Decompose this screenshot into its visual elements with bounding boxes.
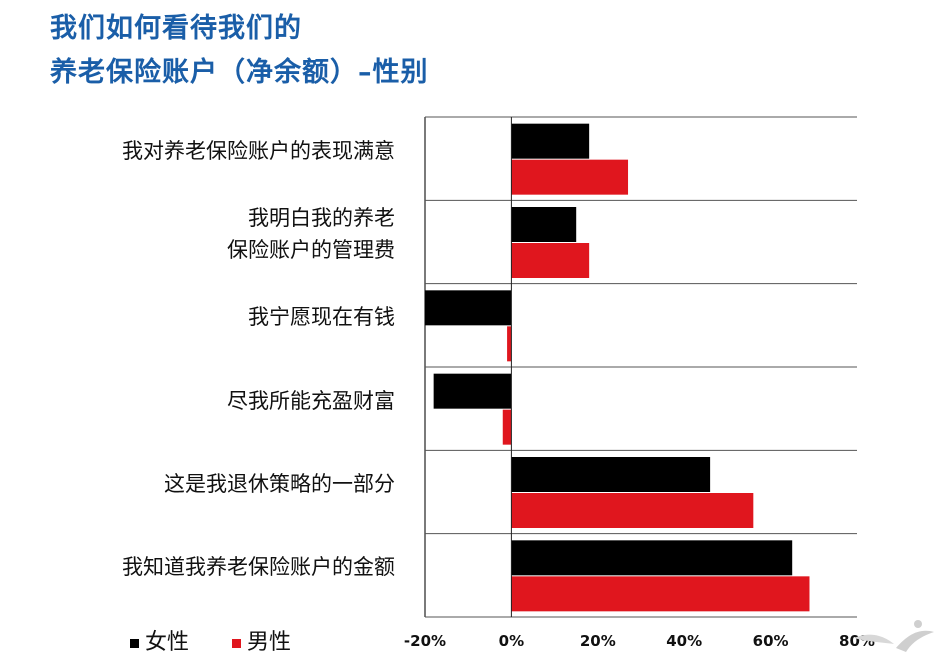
category-label-3: 尽我所能充盈财富 (25, 385, 395, 417)
bar-female-5 (511, 540, 793, 576)
bar-female-1 (511, 207, 577, 242)
bar-female-4 (511, 457, 711, 492)
category-label-line: 我宁愿现在有钱 (248, 305, 395, 330)
title-line-2: 养老保险账户（净余额）–性别 (50, 57, 429, 88)
category-label-line: 尽我所能充盈财富 (227, 388, 395, 413)
x-tick-label: 0% (498, 632, 525, 650)
category-label-5: 我知道我养老保险账户的金额 (25, 551, 395, 583)
category-label-4: 这是我退休策略的一部分 (25, 468, 395, 500)
x-tick-label: 40% (666, 632, 703, 650)
category-label-2: 我宁愿现在有钱 (25, 301, 395, 333)
bar-female-2 (425, 290, 512, 326)
bar-male-5 (511, 576, 810, 612)
category-label-1: 我明白我的养老保险账户的管理费 (25, 202, 395, 266)
legend-item-female: 女性 (130, 624, 189, 656)
bar-female-0 (511, 123, 590, 159)
x-tick-label: 20% (579, 632, 616, 650)
bar-male-4 (511, 493, 754, 528)
legend-item-male: 男性 (232, 624, 291, 656)
bar-male-0 (511, 159, 629, 195)
title-line-1: 我们如何看待我们的 (50, 13, 302, 44)
x-tick-label: -20% (403, 632, 447, 650)
category-label-line: 我明白我的养老 (248, 206, 395, 230)
bar-female-3 (433, 373, 512, 409)
bar-male-2 (507, 326, 512, 362)
category-label-line: 这是我退休策略的一部分 (164, 472, 395, 496)
watermark-logo-icon (854, 620, 934, 652)
x-tick-label: 60% (752, 632, 789, 650)
legend-swatch-male (232, 638, 241, 648)
bar-male-3 (502, 409, 512, 445)
category-label-line: 我知道我养老保险账户的金额 (122, 555, 395, 580)
category-label-line: 保险账户的管理费 (227, 238, 395, 262)
bar-male-1 (511, 243, 590, 278)
legend-label-male: 男性 (247, 630, 292, 655)
legend-label-female: 女性 (145, 630, 190, 655)
legend-swatch-female (130, 638, 139, 648)
category-label-0: 我对养老保险账户的表现满意 (25, 135, 395, 167)
category-label-line: 我对养老保险账户的表现满意 (122, 138, 395, 163)
